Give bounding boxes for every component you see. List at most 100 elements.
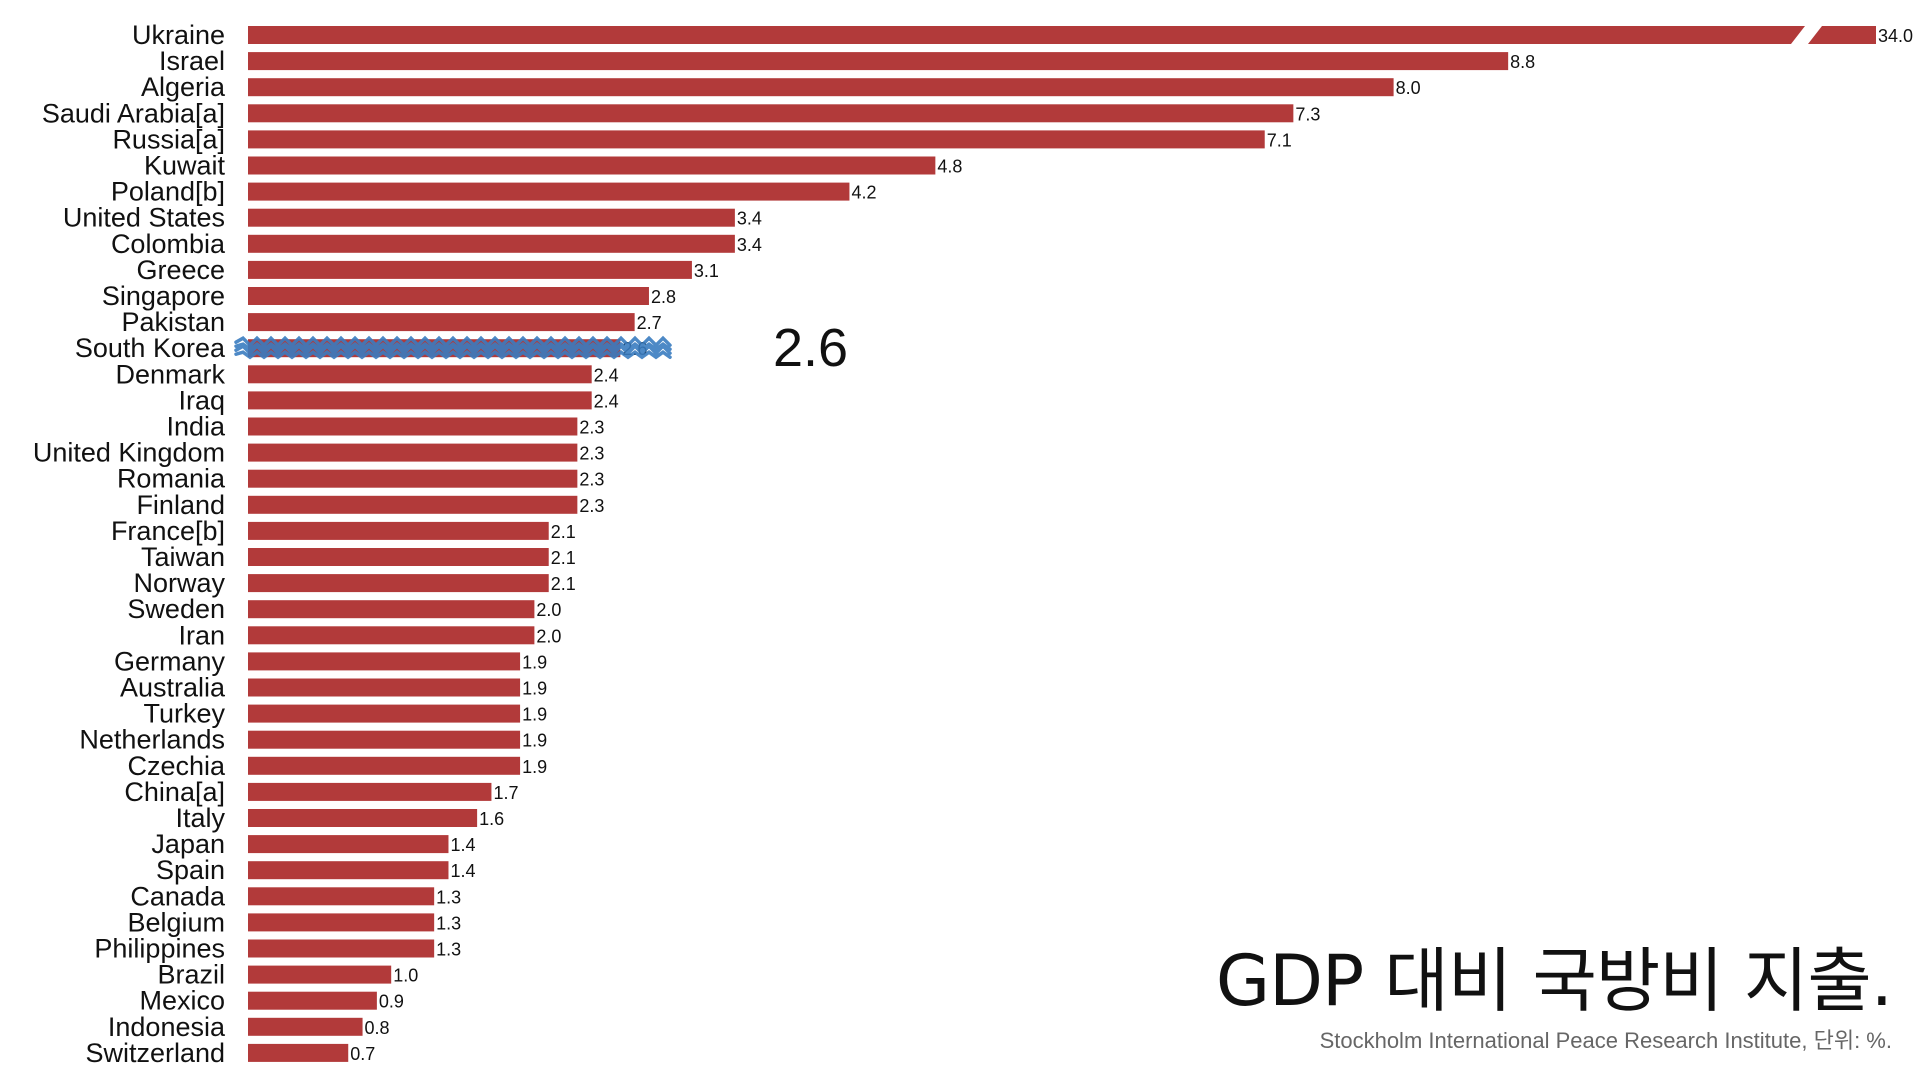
value-label-singapore: 2.8 xyxy=(651,287,676,307)
bar-norway xyxy=(248,574,549,593)
value-label-spain: 1.4 xyxy=(450,861,475,881)
value-label-philippines: 1.3 xyxy=(436,940,461,960)
value-label-china-a: 1.7 xyxy=(493,783,518,803)
bar-ukraine-continued xyxy=(1808,26,1876,44)
value-label-taiwan: 2.1 xyxy=(551,548,576,568)
value-label-india: 2.3 xyxy=(579,418,604,438)
bar-canada xyxy=(248,887,435,906)
bar-india xyxy=(248,417,578,436)
category-label-norway: Norway xyxy=(133,568,225,598)
value-label-brazil: 1.0 xyxy=(393,966,418,986)
bar-romania xyxy=(248,469,578,488)
bar-greece xyxy=(248,260,692,279)
category-label-greece: Greece xyxy=(136,255,225,285)
category-label-philippines: Philippines xyxy=(94,934,225,964)
value-label-france-b: 2.1 xyxy=(551,522,576,542)
bar-china-a xyxy=(248,782,492,801)
bar-indonesia xyxy=(248,1017,363,1036)
category-label-indonesia: Indonesia xyxy=(108,1012,226,1042)
value-label-kuwait: 4.8 xyxy=(937,157,962,177)
value-label-germany: 1.9 xyxy=(522,652,547,672)
bar-australia xyxy=(248,678,521,697)
category-label-france-b: France[b] xyxy=(111,516,225,546)
category-label-japan: Japan xyxy=(151,829,225,859)
category-label-china-a: China[a] xyxy=(124,777,225,807)
chart-source: Stockholm International Peace Research I… xyxy=(1319,1028,1892,1053)
bar-colombia xyxy=(248,234,735,253)
chart-title: GDP 대비 국방비 지출. xyxy=(1215,940,1893,1022)
value-label-saudi-arabia-a: 7.3 xyxy=(1295,104,1320,124)
bar-switzerland xyxy=(248,1043,349,1062)
category-label-russia-a: Russia[a] xyxy=(112,124,225,154)
value-label-switzerland: 0.7 xyxy=(350,1044,375,1064)
value-label-norway: 2.1 xyxy=(551,574,576,594)
category-label-turkey: Turkey xyxy=(143,699,225,729)
category-label-kuwait: Kuwait xyxy=(144,151,226,181)
category-label-germany: Germany xyxy=(114,646,226,676)
category-label-singapore: Singapore xyxy=(102,281,225,311)
category-label-india: India xyxy=(166,412,226,442)
value-label-ukraine: 34.0 xyxy=(1878,26,1913,46)
value-label-united-kingdom: 2.3 xyxy=(579,444,604,464)
value-label-indonesia: 0.8 xyxy=(365,1018,390,1038)
category-label-spain: Spain xyxy=(156,855,225,885)
category-label-switzerland: Switzerland xyxy=(85,1038,225,1068)
bar-spain xyxy=(248,861,449,880)
bar-belgium xyxy=(248,913,435,932)
category-label-finland: Finland xyxy=(136,490,225,520)
value-label-iran: 2.0 xyxy=(536,626,561,646)
highlight-callout: 2.6 xyxy=(773,318,848,378)
value-label-algeria: 8.0 xyxy=(1396,78,1421,98)
value-label-finland: 2.3 xyxy=(579,496,604,516)
bar-france-b xyxy=(248,521,549,540)
category-label-algeria: Algeria xyxy=(141,72,226,102)
value-label-turkey: 1.9 xyxy=(522,705,547,725)
category-label-brazil: Brazil xyxy=(157,960,225,990)
category-label-denmark: Denmark xyxy=(115,359,225,389)
bar-pakistan xyxy=(248,313,635,332)
category-label-taiwan: Taiwan xyxy=(141,542,225,572)
bar-sweden xyxy=(248,600,535,619)
bar-ukraine xyxy=(248,26,1805,44)
bar-germany xyxy=(248,652,521,671)
value-label-united-states: 3.4 xyxy=(737,209,762,229)
value-label-sweden: 2.0 xyxy=(536,600,561,620)
bar-japan xyxy=(248,835,449,854)
category-label-mexico: Mexico xyxy=(139,986,225,1016)
category-label-israel: Israel xyxy=(159,46,225,76)
highlight-scribble xyxy=(234,335,672,360)
bar-united-states xyxy=(248,208,735,227)
bar-netherlands xyxy=(248,730,521,749)
category-label-netherlands: Netherlands xyxy=(79,725,225,755)
bar-italy xyxy=(248,809,478,827)
value-label-belgium: 1.3 xyxy=(436,913,461,933)
category-label-pakistan: Pakistan xyxy=(121,307,225,337)
bar-iraq xyxy=(248,391,592,410)
bar-algeria xyxy=(248,78,1394,97)
category-label-iraq: Iraq xyxy=(178,385,225,415)
value-label-iraq: 2.4 xyxy=(594,391,619,411)
value-label-italy: 1.6 xyxy=(479,809,504,829)
value-label-pakistan: 2.7 xyxy=(637,313,662,333)
bar-finland xyxy=(248,495,578,514)
category-label-iran: Iran xyxy=(178,620,225,650)
bar-russia-a xyxy=(248,130,1265,149)
value-label-denmark: 2.4 xyxy=(594,365,619,385)
category-label-italy: Italy xyxy=(175,803,225,833)
bar-singapore xyxy=(248,287,649,305)
bar-denmark xyxy=(248,365,592,384)
bar-saudi-arabia-a xyxy=(248,104,1294,123)
category-label-colombia: Colombia xyxy=(111,229,226,259)
bar-brazil xyxy=(248,965,392,984)
category-label-saudi-arabia-a: Saudi Arabia[a] xyxy=(42,98,225,128)
category-label-poland-b: Poland[b] xyxy=(111,177,225,207)
value-label-australia: 1.9 xyxy=(522,679,547,699)
value-label-israel: 8.8 xyxy=(1510,52,1535,72)
bar-united-kingdom xyxy=(248,443,578,462)
bar-israel xyxy=(248,52,1509,71)
value-label-czechia: 1.9 xyxy=(522,757,547,777)
category-label-united-states: United States xyxy=(63,203,225,233)
bar-iran xyxy=(248,626,535,645)
bar-philippines xyxy=(248,939,435,958)
